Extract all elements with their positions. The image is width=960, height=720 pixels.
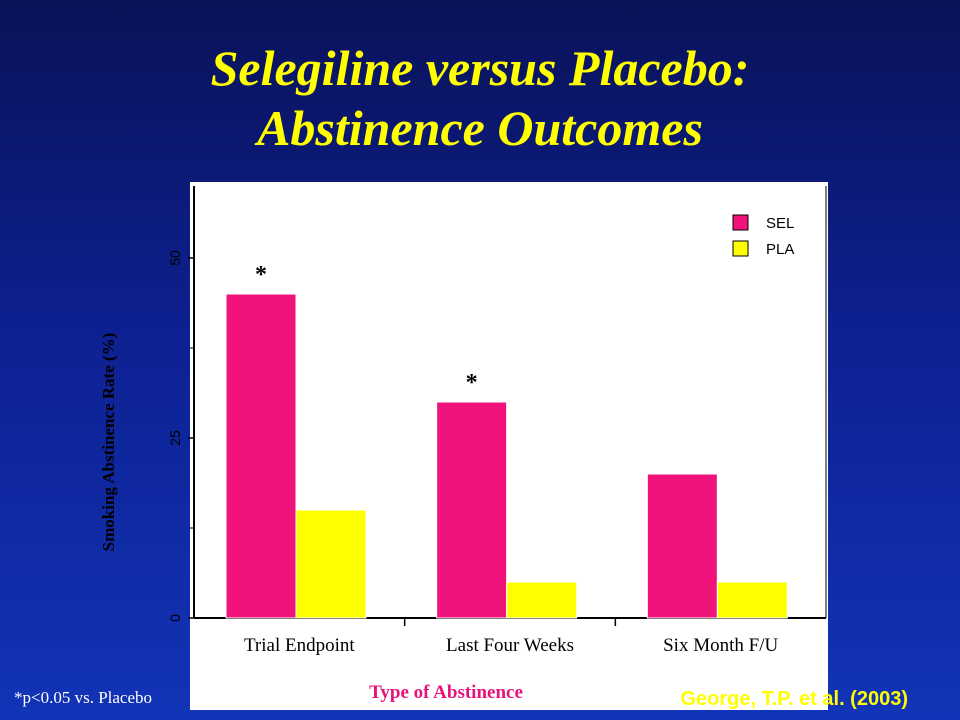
- significance-markers: **: [255, 262, 478, 396]
- bars-group: [225, 293, 788, 619]
- citation: George, T.P. et al. (2003): [680, 688, 908, 710]
- x-tick-label-last-four-weeks: Last Four Weeks: [446, 635, 574, 656]
- title-line-1: Selegiline versus Placebo:: [210, 40, 750, 96]
- lower-panel-background: [190, 618, 828, 710]
- significance-asterisk-last-four-weeks: *: [466, 370, 478, 396]
- y-tick-label-0: 0: [167, 614, 183, 622]
- x-tick-labels: Trial Endpoint Last Four Weeks Six Month F…: [244, 635, 778, 656]
- significance-asterisk-trial-endpoint: *: [255, 262, 267, 288]
- title-line-2: Abstinence Outcomes: [257, 100, 703, 156]
- legend-swatch-pla: [732, 240, 749, 257]
- x-tick-label-trial-endpoint: Trial Endpoint: [244, 635, 355, 656]
- x-axis-group: [403, 618, 617, 626]
- y-tick-label-50: 50: [167, 250, 183, 266]
- bar-pla-six-month-f-u: [716, 581, 788, 619]
- significance-footnote: *p<0.05 vs. Placebo: [14, 688, 153, 707]
- slide-title: Selegiline versus Placebo: Abstinence Ou…: [0, 38, 960, 158]
- legend-label-sel: SEL: [766, 215, 794, 232]
- x-axis-label: Type of Abstinence: [369, 682, 523, 703]
- bar-sel-six-month-f-u: [646, 473, 718, 619]
- bar-pla-last-four-weeks: [506, 581, 578, 619]
- bar-pla-trial-endpoint: [295, 509, 367, 619]
- legend: SEL PLA: [732, 214, 794, 258]
- y-tick-label-25: 25: [167, 430, 183, 446]
- x-tick-label-six-month-f-u: Six Month F/U: [663, 635, 778, 656]
- y-axis-label: Smoking Abstinence Rate (%): [99, 333, 118, 552]
- bar-sel-trial-endpoint: [225, 293, 297, 619]
- legend-label-pla: PLA: [766, 241, 794, 258]
- bar-sel-last-four-weeks: [436, 401, 508, 619]
- legend-swatch-sel: [732, 214, 749, 231]
